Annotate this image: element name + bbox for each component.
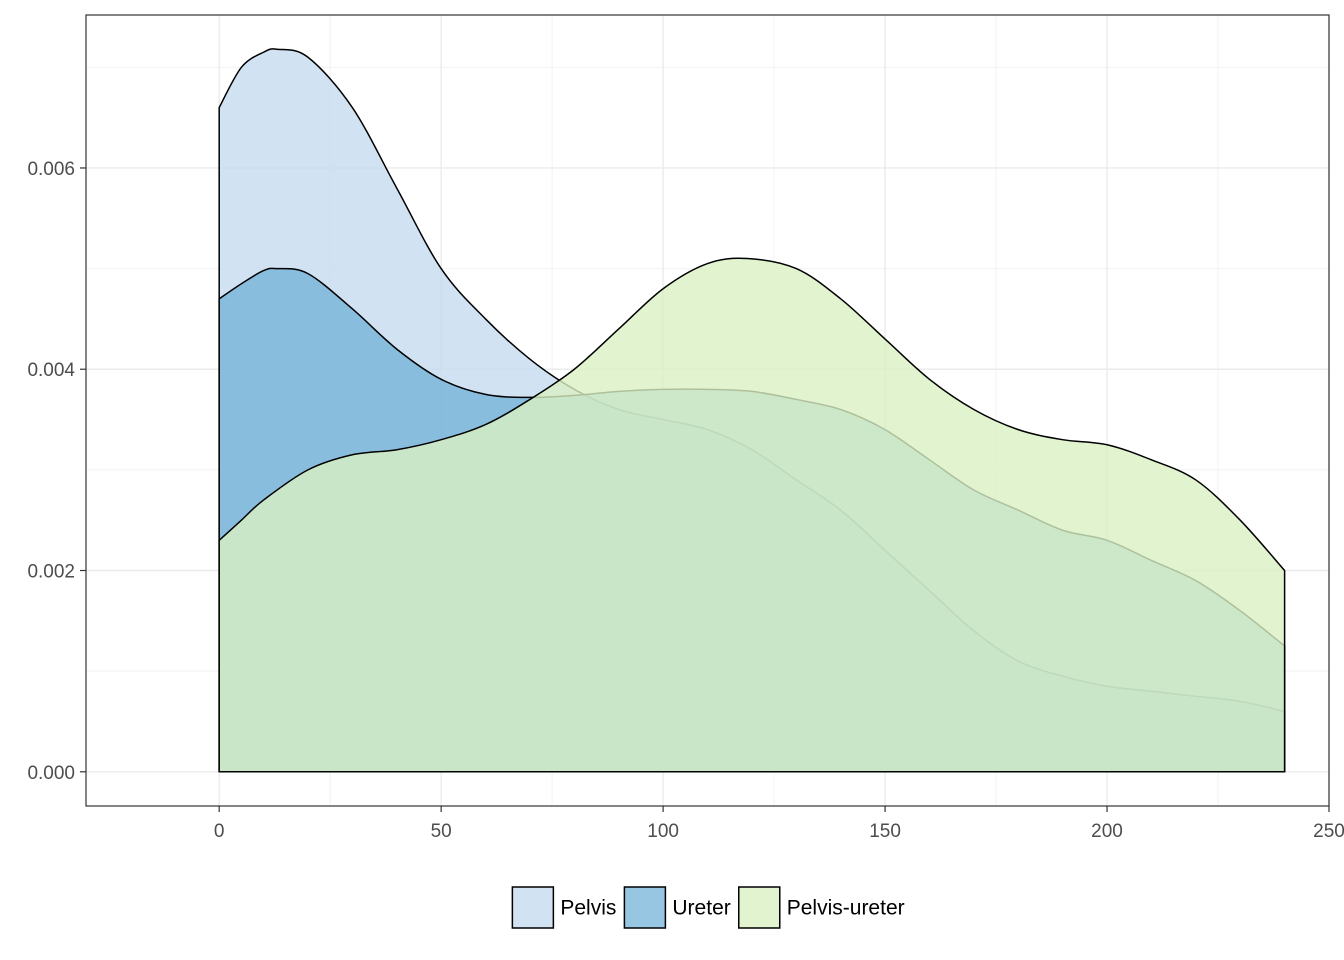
y-tick-label: 0.000 — [27, 763, 75, 784]
x-tick-label: 250 — [1313, 821, 1344, 842]
x-tick-label: 50 — [431, 821, 452, 842]
x-tick-label: 150 — [869, 821, 901, 842]
density-areas — [218, 48, 1286, 773]
legend-key-pelvis-ureter — [738, 886, 781, 929]
legend-key-pelvis — [511, 886, 555, 929]
axes: 0 50 100 150 200 250 0.000 0.002 0.004 0.006 — [27, 159, 1344, 842]
x-tick-label: 0 — [214, 821, 225, 842]
density-area-pelvis-ureter — [218, 257, 1286, 773]
y-tick-label: 0.006 — [27, 159, 75, 180]
y-tick-label: 0.004 — [27, 360, 75, 381]
legend-label-ureter: Ureter — [672, 897, 730, 920]
legend-label-pelvis-ureter: Pelvis-ureter — [787, 897, 905, 920]
plot-panel-border — [85, 14, 1330, 807]
legend-key-ureter — [623, 886, 667, 929]
x-tick-label: 100 — [647, 821, 679, 842]
x-tick-label: 200 — [1091, 821, 1123, 842]
legend-label-pelvis: Pelvis — [560, 897, 616, 920]
legend: Pelvis Ureter Pelvis-ureter — [511, 886, 905, 929]
y-tick-label: 0.002 — [27, 562, 75, 583]
